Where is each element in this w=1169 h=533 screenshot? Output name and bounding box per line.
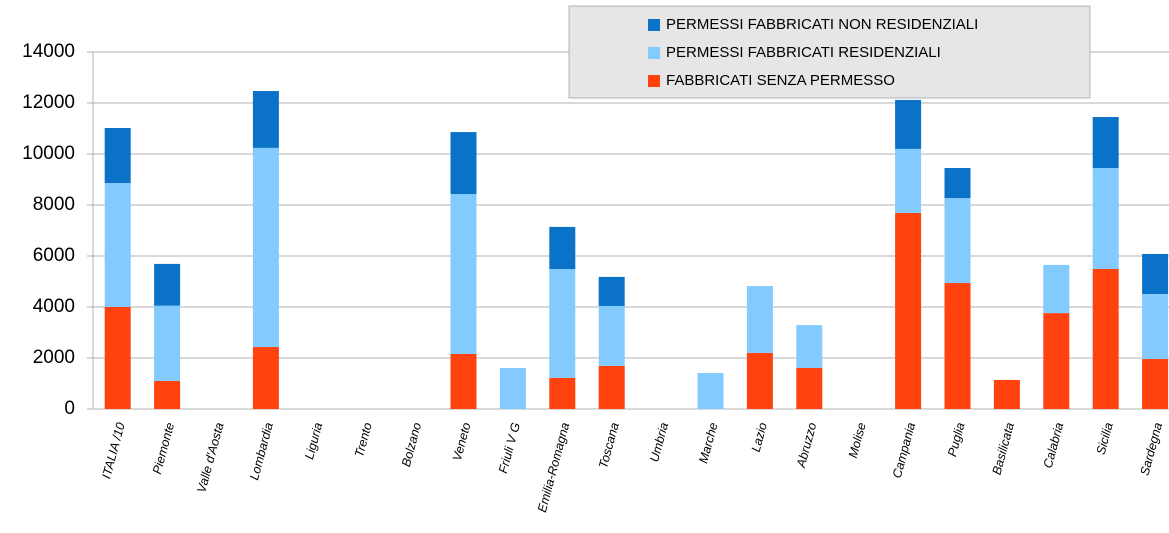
grid bbox=[87, 51, 1169, 410]
bar-segment bbox=[944, 198, 971, 284]
x-tick-label: Abruzzo bbox=[794, 421, 820, 470]
bar-segment bbox=[1043, 264, 1070, 314]
x-tick-label: Valle d'Aosta bbox=[194, 421, 226, 494]
bar-segment bbox=[252, 347, 279, 409]
bar-segment bbox=[1142, 293, 1169, 360]
legend-label: PERMESSI FABBRICATI NON RESIDENZIALI bbox=[666, 16, 978, 33]
x-tick-label: Sicilia bbox=[1094, 421, 1116, 456]
bar-segment bbox=[796, 367, 823, 409]
y-tick-label: 2000 bbox=[33, 347, 75, 368]
legend: FABBRICATI SENZA PERMESSO PERMESSI FABBRI… bbox=[568, 5, 1091, 99]
bar-segment bbox=[796, 325, 823, 368]
bar-segment bbox=[746, 286, 773, 353]
bar-segment bbox=[944, 283, 971, 409]
x-tick-label: Marche bbox=[696, 421, 720, 465]
x-tick-label: Lazio bbox=[749, 421, 770, 454]
x-tick-label: Campania bbox=[890, 421, 918, 480]
bar-segment bbox=[104, 183, 131, 307]
bar-segment bbox=[993, 379, 1020, 409]
y-tick-label: 0 bbox=[64, 398, 75, 419]
bar-segment bbox=[450, 132, 477, 195]
bar-segment bbox=[895, 99, 922, 149]
bar-segment bbox=[104, 127, 131, 184]
y-tick-label: 12000 bbox=[22, 92, 75, 113]
x-tick-label: Piemonte bbox=[150, 421, 177, 476]
x-tick-label: Molise bbox=[846, 421, 869, 460]
bar-segment bbox=[598, 365, 625, 409]
bar-segment bbox=[154, 380, 181, 409]
bar-segment bbox=[697, 373, 724, 409]
y-tick-label: 8000 bbox=[33, 194, 75, 215]
bar-segment bbox=[1092, 269, 1119, 409]
y-tick-label: 14000 bbox=[22, 41, 75, 62]
legend-swatch bbox=[648, 19, 660, 31]
y-tick-label: 10000 bbox=[22, 143, 75, 164]
x-tick-label: Veneto bbox=[450, 421, 474, 462]
x-tick-label: Umbria bbox=[647, 421, 671, 464]
bar-segment bbox=[252, 91, 279, 148]
x-tick-label: Bolzano bbox=[399, 421, 424, 468]
x-tick-label: Emilia-Romagna bbox=[535, 421, 572, 514]
bar-segment bbox=[450, 353, 477, 409]
bar-segment bbox=[549, 269, 576, 378]
x-tick-label: Calabria bbox=[1041, 421, 1067, 470]
x-tick-label: Friuli V G bbox=[496, 421, 523, 475]
legend-label: FABBRICATI SENZA PERMESSO bbox=[666, 72, 895, 89]
x-tick-label: Basilicata bbox=[990, 421, 1017, 476]
x-tick-label: Liguria bbox=[302, 421, 325, 461]
x-tick-label: Sardegna bbox=[1138, 421, 1166, 477]
legend-swatch bbox=[648, 75, 660, 87]
bar-segment bbox=[104, 307, 131, 409]
bar-segment bbox=[1043, 313, 1070, 409]
bar-segment bbox=[549, 226, 576, 270]
bar-segment bbox=[598, 276, 625, 306]
labels: 0 2000 4000 6000 8000 10000 12000 14000 ITALIA /… bbox=[22, 41, 1165, 514]
x-tick-label: Trento bbox=[352, 421, 375, 459]
legend-swatch bbox=[648, 47, 660, 59]
legend-label: PERMESSI FABBRICATI RESIDENZIALI bbox=[666, 44, 941, 61]
bar-segment bbox=[154, 263, 181, 306]
x-tick-label: Lombardia bbox=[247, 421, 276, 482]
x-tick-label: Puglia bbox=[945, 421, 968, 458]
bar-segment bbox=[154, 305, 181, 381]
bar-segment bbox=[1092, 168, 1119, 270]
bar-segment bbox=[1142, 253, 1169, 294]
bar-segment bbox=[549, 377, 576, 409]
bar-segment bbox=[746, 352, 773, 409]
bar-segment bbox=[944, 168, 971, 199]
x-tick-label: Toscana bbox=[596, 421, 622, 470]
x-tick-label: ITALIA /10 bbox=[99, 421, 127, 480]
bar-segment bbox=[895, 148, 922, 213]
bar-segment bbox=[598, 305, 625, 366]
y-tick-label: 4000 bbox=[33, 296, 75, 317]
bars bbox=[104, 91, 1169, 409]
bar-segment bbox=[450, 194, 477, 354]
y-tick-label: 6000 bbox=[33, 245, 75, 266]
bar-segment bbox=[499, 367, 526, 409]
bar-segment bbox=[1092, 117, 1119, 169]
bar-segment bbox=[252, 147, 279, 348]
bar-segment bbox=[1142, 359, 1169, 409]
bar-segment bbox=[895, 212, 922, 409]
